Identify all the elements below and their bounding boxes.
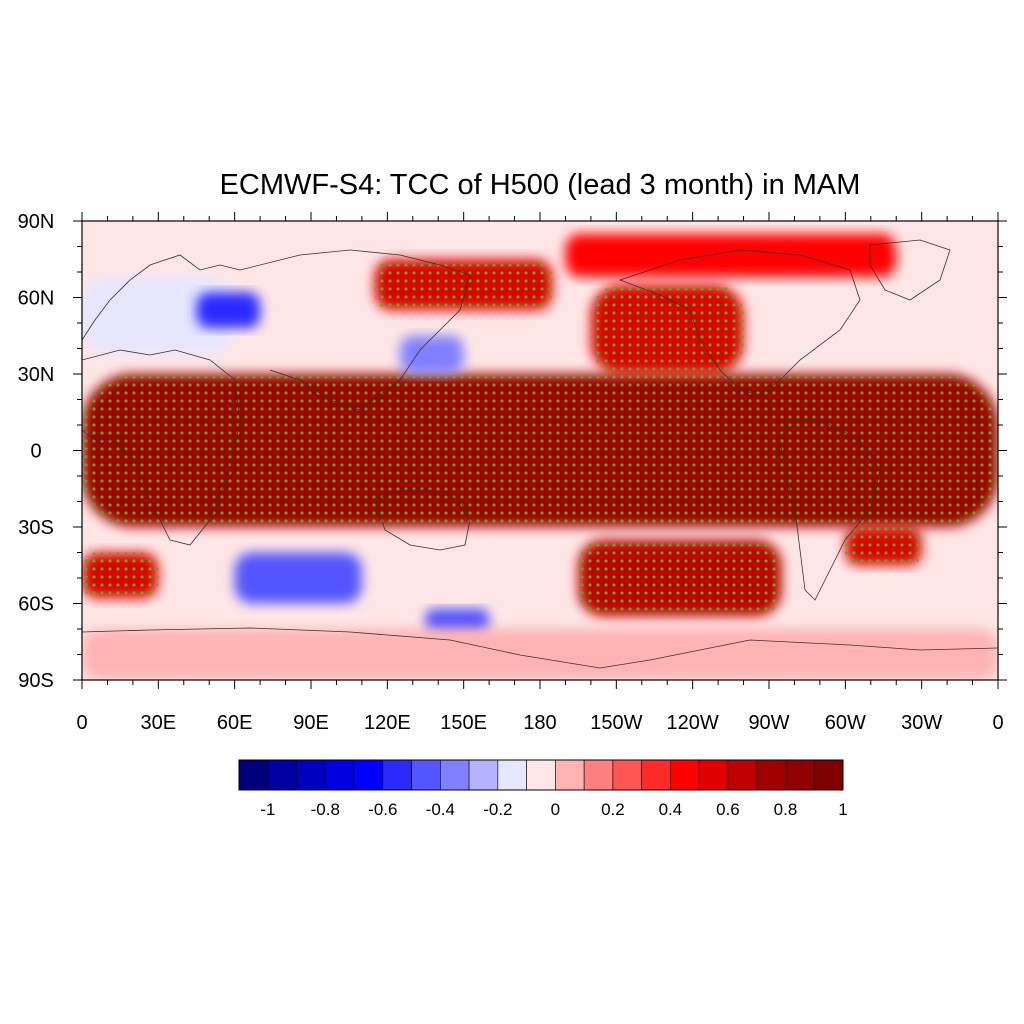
- colorbar-box: [813, 759, 844, 791]
- colorbar-label: 0: [551, 800, 560, 819]
- region-scandinavia: [196, 292, 261, 329]
- lat-label: 30N: [18, 364, 55, 386]
- colorbar-box: [670, 759, 700, 791]
- plot-title: ECMWF-S4: TCC of H500 (lead 3 month) in …: [220, 169, 861, 201]
- stipple-area: [82, 552, 159, 599]
- lon-label: 90E: [293, 712, 329, 734]
- africa-coastline: [82, 349, 241, 546]
- colorbar-box: [583, 759, 614, 791]
- colorbar-box: [612, 759, 642, 791]
- lat-label: 90N: [18, 211, 55, 233]
- colorbar-label: -1: [260, 800, 275, 819]
- greenland-coastline: [869, 239, 951, 301]
- antarctica-coastline: [82, 627, 998, 669]
- lon-label: 150E: [440, 712, 487, 734]
- colorbar-box: [440, 759, 470, 791]
- stippling: [82, 259, 998, 617]
- lon-label: 30E: [141, 712, 177, 734]
- lon-label: 60E: [217, 712, 253, 734]
- australia-coastline: [374, 489, 471, 551]
- europe-coastline: [82, 254, 241, 341]
- lat-label: 90S: [18, 670, 54, 692]
- colorbar-label: 0.2: [601, 800, 625, 819]
- lon-label: 0: [992, 712, 1003, 734]
- lon-label: 150W: [590, 712, 642, 734]
- lon-label: 60W: [825, 712, 866, 734]
- lon-label: 120E: [364, 712, 411, 734]
- colorbar-box: [698, 759, 729, 791]
- asia-coastline: [239, 249, 471, 411]
- colorbar-label: -0.6: [368, 800, 397, 819]
- colorbar-label: -0.8: [311, 800, 340, 819]
- lat-label: 60S: [18, 594, 54, 616]
- lon-label: 120W: [667, 712, 719, 734]
- lat-label: 0: [30, 441, 41, 463]
- coastlines: [82, 239, 998, 669]
- lon-label: 0: [76, 712, 87, 734]
- lon-label: 90W: [748, 712, 789, 734]
- south-america-coastline: [779, 419, 881, 601]
- colorbar-label: -0.2: [483, 800, 512, 819]
- colorbar-box: [468, 759, 499, 791]
- region-west-pacific-north: [400, 335, 464, 374]
- region-antarctic: [82, 629, 998, 680]
- colorbar-box: [756, 759, 786, 791]
- map-panel: 90N 60N 30N 0 30S 60S 90S 0 30E 60E 90E 120E 150E 18…: [18, 211, 1007, 734]
- colorbar-box: [727, 759, 758, 791]
- colorbar-box: [526, 759, 556, 791]
- colorbar-box: [296, 759, 326, 791]
- colorbar-label: 0.6: [716, 800, 740, 819]
- colorbar-boxes: [238, 759, 844, 791]
- colorbar-label: -0.4: [426, 800, 455, 819]
- region-arctic: [565, 233, 897, 278]
- region-southern-indian-ocean: [234, 552, 362, 604]
- stipple-area: [82, 374, 998, 527]
- stipple-area: [590, 284, 744, 374]
- lat-label: 60N: [18, 288, 55, 310]
- north-america-coastline: [618, 249, 861, 396]
- colorbar-frame: [238, 759, 844, 791]
- colorbar-box: [382, 759, 412, 791]
- stipple-area: [845, 527, 922, 566]
- stipple-area: [578, 539, 782, 617]
- region-southern-ocean-150e: [425, 608, 490, 635]
- region-north-atlantic-europe: [82, 277, 235, 354]
- lon-label: 30W: [901, 712, 942, 734]
- colorbar-label: 0.8: [774, 800, 798, 819]
- colorbar: -1 -0.8 -0.6 -0.4 -0.2 0 0.2 0.4 0.6 0.8 1: [238, 759, 848, 819]
- colorbar-box: [238, 759, 269, 791]
- axis-ticks: [73, 212, 1007, 689]
- colorbar-box: [497, 759, 527, 791]
- lat-label: 30S: [18, 517, 54, 539]
- lon-label: 180: [523, 712, 556, 734]
- colorbar-box: [555, 759, 585, 791]
- colorbar-box: [324, 759, 355, 791]
- colorbar-box: [353, 759, 384, 791]
- colorbar-box: [411, 759, 441, 791]
- colorbar-label: 1: [838, 800, 847, 819]
- colorbar-box: [785, 759, 815, 791]
- longitude-labels: 0 30E 60E 90E 120E 150E 180 150W 120W 90W 60W 30W 0: [76, 712, 1003, 734]
- colorbar-label: 0.4: [659, 800, 683, 819]
- colorbar-box: [267, 759, 297, 791]
- colorbar-labels: -1 -0.8 -0.6 -0.4 -0.2 0 0.2 0.4 0.6 0.8 1: [260, 800, 848, 819]
- stipple-area: [374, 259, 553, 311]
- colorbar-box: [641, 759, 671, 791]
- latitude-labels: 90N 60N 30N 0 30S 60S 90S: [18, 211, 55, 692]
